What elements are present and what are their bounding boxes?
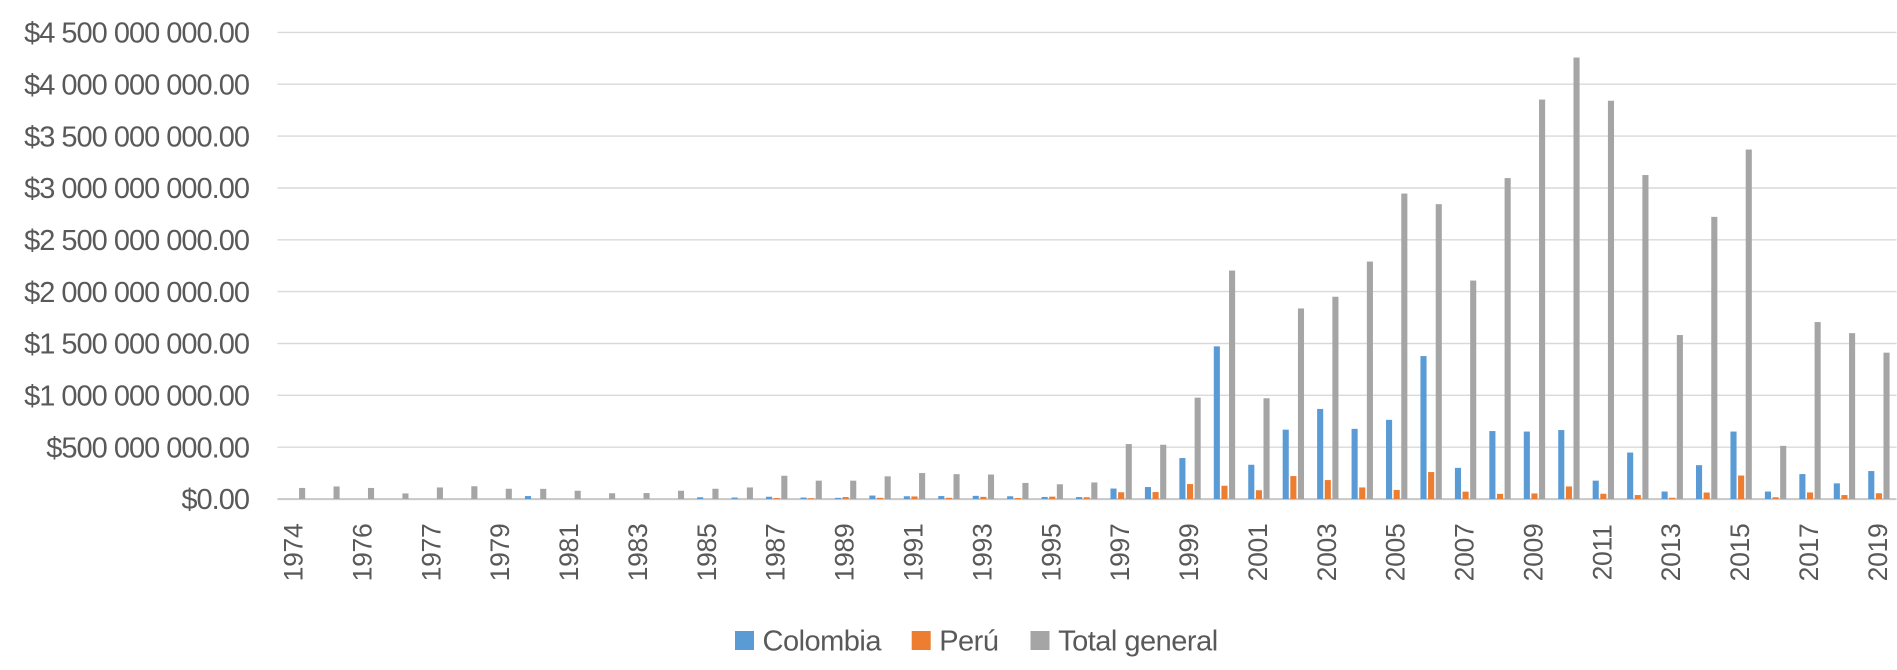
svg-text:$1 500 000 000.00: $1 500 000 000.00 [24,329,249,361]
svg-text:1974: 1974 [279,524,309,582]
svg-text:2019: 2019 [1863,524,1893,582]
svg-text:Total general: Total general [1058,626,1218,658]
svg-text:1997: 1997 [1105,524,1135,582]
svg-text:2017: 2017 [1794,524,1824,582]
svg-text:1989: 1989 [830,524,860,582]
svg-text:$2 500 000 000.00: $2 500 000 000.00 [24,225,249,257]
svg-text:1985: 1985 [692,524,722,582]
svg-text:$4 000 000 000.00: $4 000 000 000.00 [24,70,249,102]
svg-text:$0.00: $0.00 [181,484,249,516]
svg-text:2009: 2009 [1519,524,1549,582]
svg-text:1987: 1987 [761,524,791,582]
svg-text:1993: 1993 [967,524,997,582]
svg-text:2013: 2013 [1656,524,1686,582]
svg-text:2007: 2007 [1450,524,1480,582]
svg-text:2003: 2003 [1312,524,1342,582]
svg-text:2001: 2001 [1243,524,1273,582]
svg-text:2011: 2011 [1587,525,1617,581]
svg-text:Perú: Perú [939,626,998,658]
svg-text:1983: 1983 [623,524,653,582]
svg-text:1977: 1977 [416,524,446,582]
svg-text:$1 000 000 000.00: $1 000 000 000.00 [24,381,249,413]
svg-text:1976: 1976 [347,524,377,582]
svg-text:1995: 1995 [1036,524,1066,582]
svg-text:$2 000 000 000.00: $2 000 000 000.00 [24,277,249,309]
svg-text:1991: 1991 [899,524,929,582]
svg-text:Colombia: Colombia [763,626,883,658]
svg-text:2005: 2005 [1381,524,1411,582]
svg-text:2015: 2015 [1725,524,1755,582]
svg-text:$4 500 000 000.00: $4 500 000 000.00 [24,18,249,50]
svg-text:$3 500 000 000.00: $3 500 000 000.00 [24,121,249,153]
svg-text:1981: 1981 [554,524,584,582]
svg-text:$3 000 000 000.00: $3 000 000 000.00 [24,173,249,205]
svg-text:1999: 1999 [1174,524,1204,582]
svg-text:1979: 1979 [485,524,515,582]
svg-text:$500 000 000.00: $500 000 000.00 [46,432,249,464]
